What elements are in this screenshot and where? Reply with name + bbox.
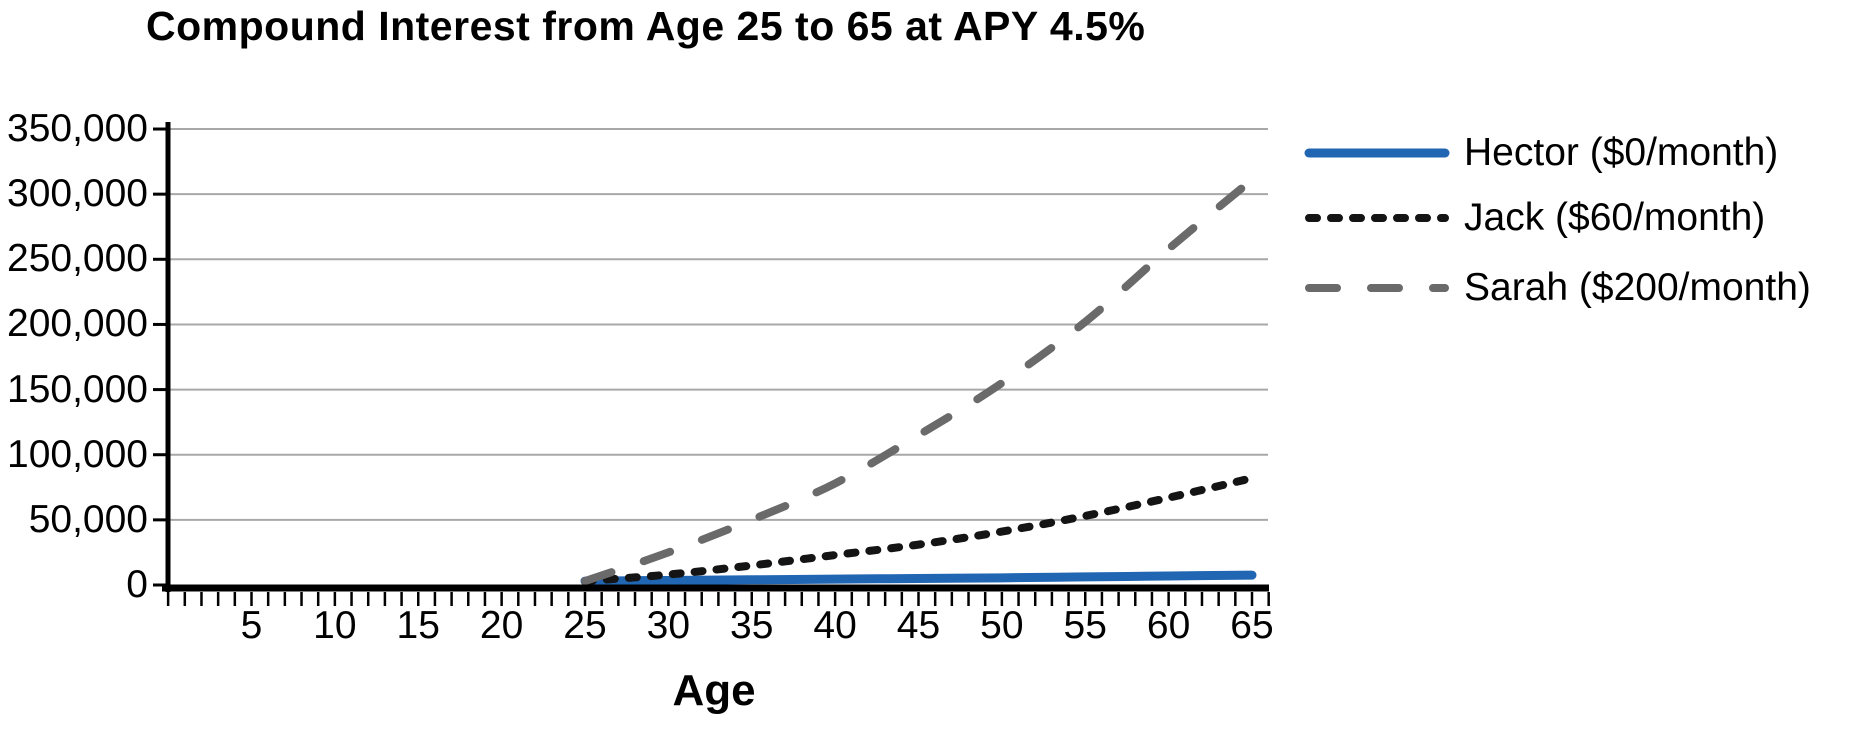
x-tick-label: 55 — [1063, 604, 1107, 647]
y-tick-label: 0 — [126, 563, 148, 606]
x-axis-title: Age — [672, 666, 756, 715]
x-tick-label: 10 — [313, 604, 357, 647]
y-tick-label: 250,000 — [7, 237, 148, 281]
x-tick-label: 5 — [240, 604, 263, 647]
y-tick-label: 350,000 — [7, 107, 148, 151]
x-tick-label: 65 — [1230, 604, 1274, 647]
hector-line — [580, 570, 1257, 586]
y-tick-label: 50,000 — [28, 497, 148, 541]
sarah-line — [581, 175, 1256, 586]
y-tick-label: 100,000 — [7, 432, 148, 476]
y-tick-label: 150,000 — [7, 367, 148, 411]
x-tick-label: 45 — [896, 604, 941, 647]
x-tick-label: 50 — [980, 604, 1024, 647]
jack-line — [581, 474, 1256, 586]
x-tick-label: 15 — [396, 604, 440, 647]
x-tick-label: 60 — [1146, 604, 1191, 647]
x-tick-label: 30 — [646, 604, 691, 647]
x-tick-label: 35 — [730, 604, 774, 647]
chart-title: Compound Interest from Age 25 to 65 at A… — [146, 3, 1146, 49]
y-tick-label: 200,000 — [7, 302, 148, 346]
y-tick-label: 300,000 — [7, 172, 148, 216]
x-tick-label: 25 — [563, 604, 607, 647]
x-tick-label: 20 — [479, 604, 524, 647]
x-tick-label: 40 — [813, 604, 857, 647]
